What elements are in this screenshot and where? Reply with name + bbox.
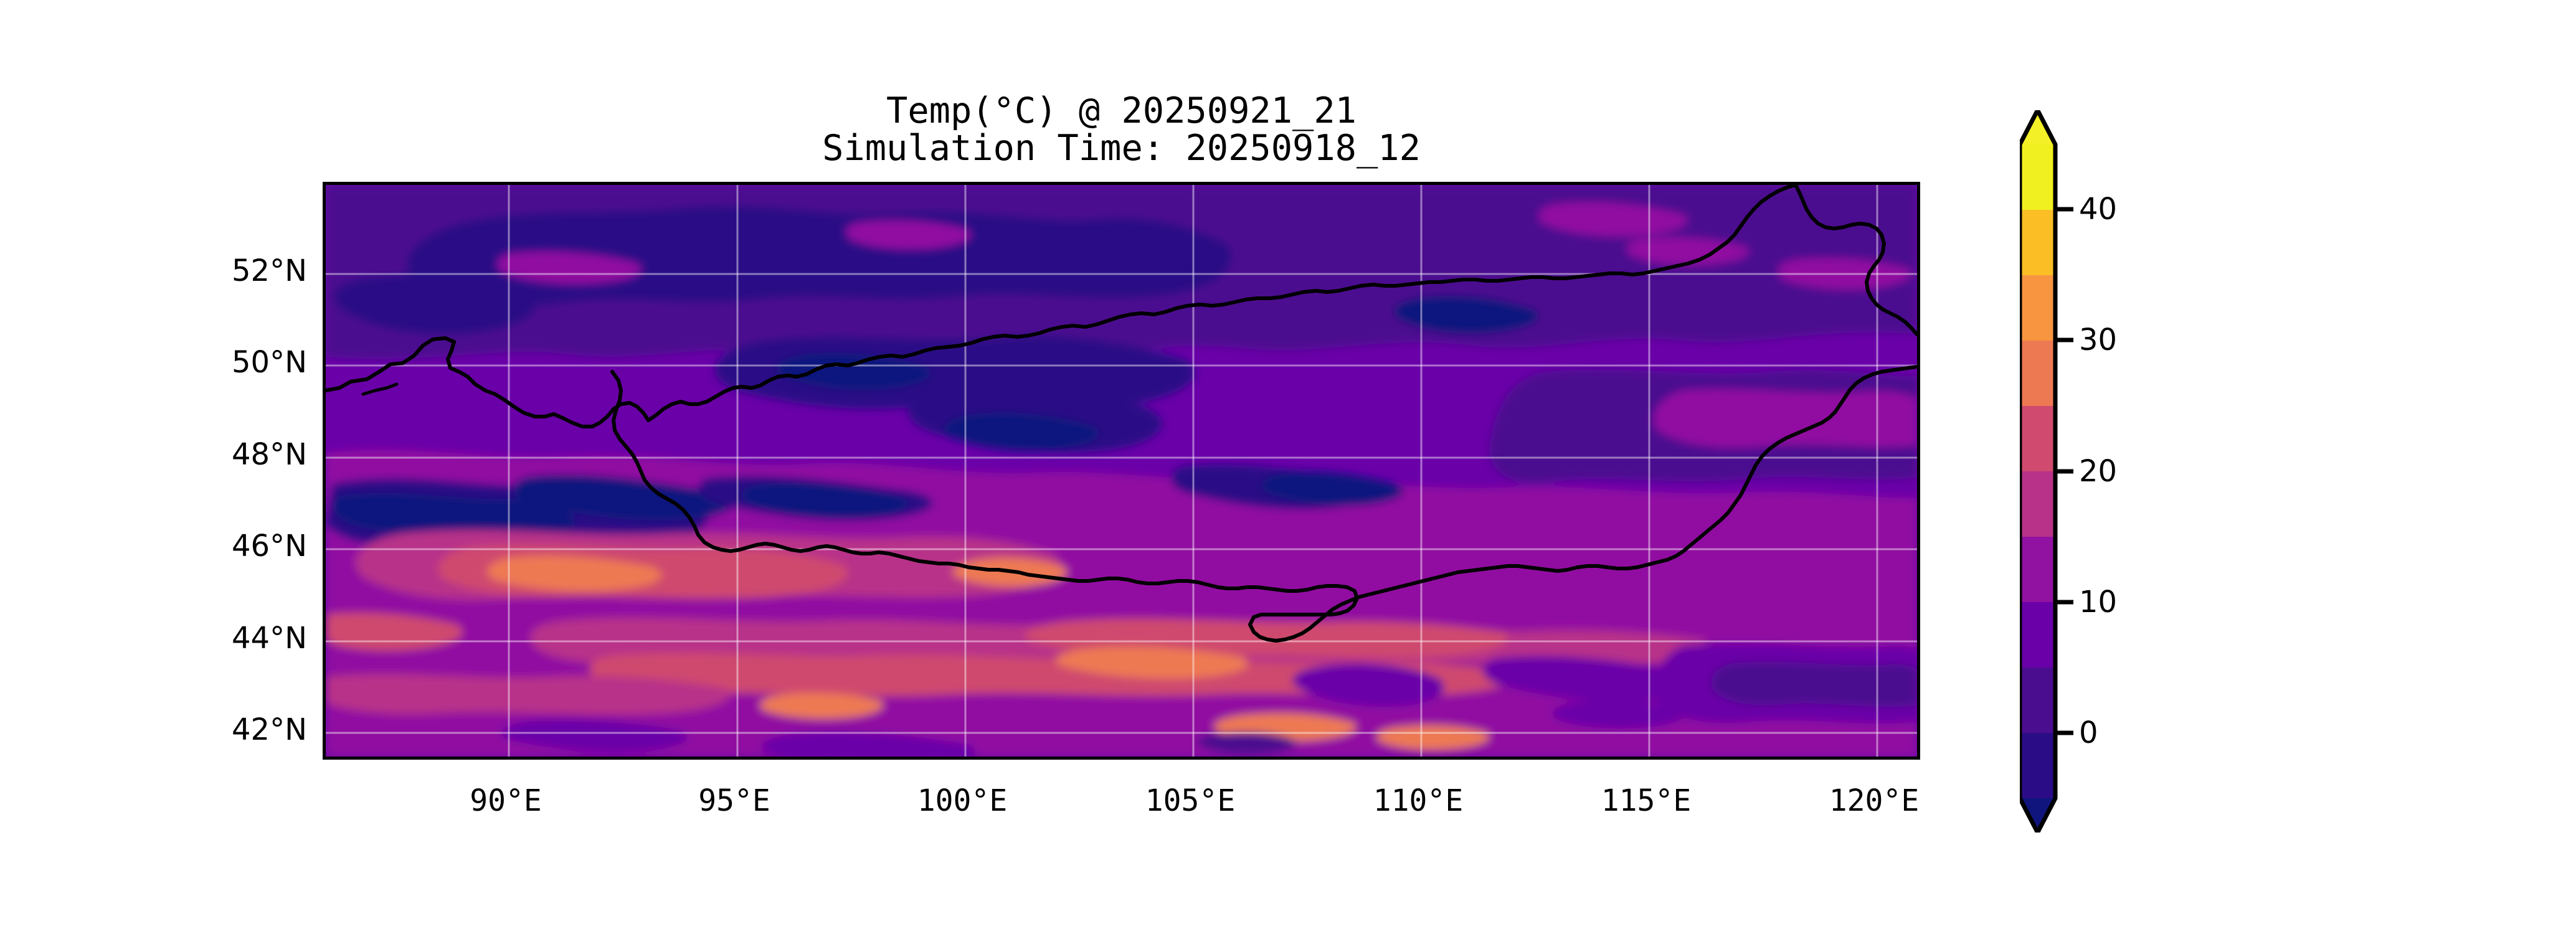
xtick-label: 115°E	[1601, 783, 1692, 818]
xtick-label: 95°E	[698, 783, 770, 818]
colorbar-tick-label: 40	[2079, 192, 2118, 227]
colorbar-swatches	[2020, 110, 2073, 833]
map-field	[326, 185, 1917, 757]
temperature-contour-field	[326, 185, 1917, 757]
xtick-label: 100°E	[917, 783, 1008, 818]
xtick-label: 120°E	[1829, 783, 1920, 818]
ytick-label: 46°N	[232, 529, 307, 564]
ytick-label: 52°N	[232, 253, 307, 288]
colorbar-tick-label: 10	[2079, 585, 2118, 620]
ytick-label: 50°N	[232, 345, 307, 380]
colorbar-tick-label: 30	[2079, 323, 2118, 357]
xtick-label: 105°E	[1145, 783, 1236, 818]
latitude-tick-labels: 52°N 50°N 48°N 46°N 44°N 42°N	[0, 0, 309, 934]
colorbar-tick-label: 20	[2079, 454, 2118, 489]
ytick-label: 44°N	[232, 621, 307, 656]
chart-title: Temp(°C) @ 20250921_21 Simulation Time: …	[323, 92, 1920, 167]
xtick-label: 90°E	[470, 783, 542, 818]
ytick-label: 42°N	[232, 712, 307, 747]
ytick-label: 48°N	[232, 437, 307, 472]
title-line-2: Simulation Time: 20250918_12	[822, 128, 1421, 169]
gridlines	[326, 185, 1917, 757]
country-borders	[326, 185, 1917, 643]
colorbar-tick-label: 0	[2079, 715, 2098, 750]
map-axes	[323, 182, 1920, 760]
title-line-1: Temp(°C) @ 20250921_21	[886, 90, 1357, 131]
xtick-label: 110°E	[1373, 783, 1464, 818]
colorbar: 40 30 20 10 0	[2020, 110, 2207, 833]
